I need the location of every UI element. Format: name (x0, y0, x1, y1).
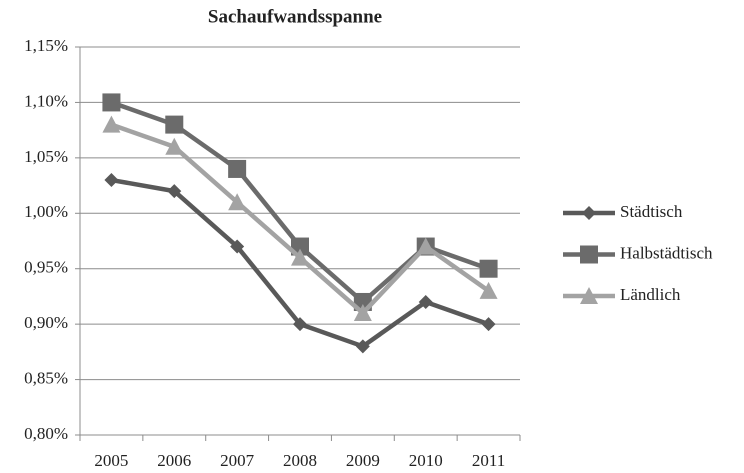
legend-label: Halbstädtisch (620, 243, 713, 262)
legend-marker (580, 287, 598, 304)
legend-label: Ländlich (620, 285, 681, 304)
data-point (165, 137, 184, 155)
y-tick-label: 1,00% (24, 202, 68, 221)
data-point (355, 339, 370, 354)
y-tick-label: 1,10% (24, 91, 68, 110)
data-point (481, 317, 496, 332)
data-point (230, 239, 245, 254)
y-tick-label: 0,90% (24, 313, 68, 332)
x-tick-label: 2005 (94, 451, 128, 470)
x-tick-label: 2006 (157, 451, 191, 470)
x-tick-label: 2011 (472, 451, 505, 470)
x-tick-label: 2007 (220, 451, 255, 470)
data-point (228, 193, 247, 211)
y-tick-label: 1,05% (24, 147, 68, 166)
data-point (479, 259, 498, 278)
data-point (167, 184, 182, 199)
data-point (416, 237, 435, 255)
y-tick-label: 0,80% (24, 424, 68, 443)
data-point (293, 317, 307, 332)
x-tick-label: 2010 (409, 451, 443, 470)
data-point (104, 173, 119, 188)
y-tick-label: 0,95% (24, 258, 68, 277)
data-point (353, 304, 372, 322)
chart-title: Sachaufwandsspanne (208, 6, 382, 27)
legend-label: Städtisch (620, 202, 683, 221)
y-tick-label: 1,15% (24, 36, 68, 55)
data-point (479, 281, 498, 299)
data-point (102, 93, 121, 112)
y-tick-label: 0,85% (24, 368, 68, 387)
x-tick-label: 2008 (283, 451, 317, 470)
data-point (165, 115, 184, 134)
legend-marker (582, 206, 596, 220)
data-point (102, 115, 121, 133)
x-tick-label: 2009 (346, 451, 380, 470)
data-point (418, 294, 433, 309)
data-point (291, 248, 309, 266)
data-point (228, 159, 247, 178)
legend-marker (580, 245, 598, 264)
